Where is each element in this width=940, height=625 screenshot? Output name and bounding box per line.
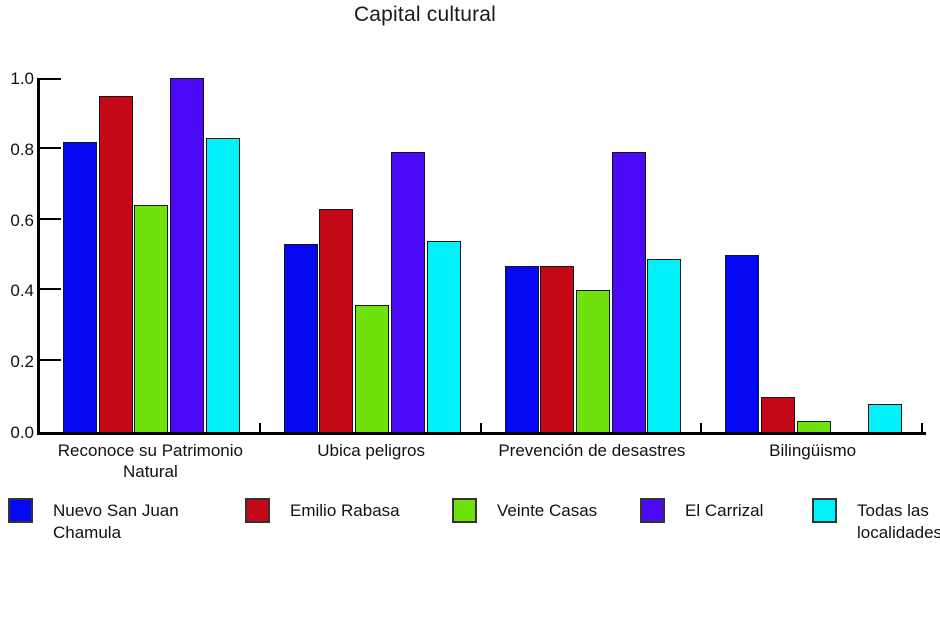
legend-swatch	[245, 498, 270, 523]
bar	[540, 266, 574, 432]
bar	[647, 259, 681, 432]
legend: Nuevo San Juan Chamula Emilio Rabasa Veint…	[0, 498, 940, 568]
legend-item: Todas las localidades	[812, 498, 940, 544]
y-tick-label: 0.6	[10, 210, 34, 230]
y-tick	[40, 217, 61, 220]
group-separator-tick	[259, 423, 261, 432]
x-axis-label-text: Bilingüismo	[769, 441, 857, 460]
bar	[576, 290, 610, 432]
bar	[797, 421, 831, 432]
x-axis-label-text: Ubica peligros	[317, 441, 425, 460]
legend-item: Nuevo San Juan Chamula	[8, 498, 203, 544]
bar	[99, 96, 133, 432]
x-axis-label: Ubica peligros	[261, 440, 482, 483]
group-separator-tick	[700, 423, 702, 432]
chart-title: Capital cultural	[353, 3, 497, 26]
x-axis-label: Bilingüismo	[702, 440, 923, 483]
legend-label: Todas las localidades	[857, 501, 940, 543]
bar	[761, 397, 795, 432]
plot-area: 0.0 0.2 0.4 0.6 0.8 1.0	[10, 69, 926, 442]
y-tick-label: 1.0	[10, 69, 34, 88]
group-separator-tick	[921, 423, 923, 432]
y-tick	[40, 359, 61, 362]
x-axis-label-text: Reconoce su Patrimonio Natural	[57, 441, 243, 482]
bar	[284, 244, 318, 432]
bar	[725, 255, 759, 432]
x-axis-label-text: Prevención de desastres	[498, 441, 686, 460]
bar	[63, 142, 97, 432]
bar	[134, 205, 168, 432]
bar	[391, 152, 425, 432]
y-tick	[40, 288, 61, 291]
legend-swatch	[640, 498, 665, 523]
y-tick	[40, 146, 61, 149]
group-separator-tick	[480, 423, 482, 432]
x-axis-label: Reconoce su Patrimonio Natural	[40, 440, 261, 483]
bar	[612, 152, 646, 432]
legend-swatch	[8, 498, 33, 523]
y-axis-line	[37, 78, 40, 435]
legend-item: Veinte Casas	[452, 498, 597, 523]
bar	[206, 138, 240, 432]
legend-label: Nuevo San Juan Chamula	[53, 501, 179, 543]
legend-item: Emilio Rabasa	[245, 498, 400, 523]
legend-label: Emilio Rabasa	[290, 501, 400, 520]
x-axis-line	[37, 432, 926, 435]
bar	[505, 266, 539, 432]
bar	[170, 78, 204, 432]
y-tick	[40, 78, 61, 80]
legend-swatch	[812, 498, 837, 523]
y-tick-label: 0.2	[10, 352, 34, 372]
y-tick-label: 0.0	[10, 423, 34, 442]
bar	[319, 209, 353, 432]
legend-swatch	[452, 498, 477, 523]
bar	[427, 241, 461, 432]
y-tick-label: 0.4	[10, 281, 34, 301]
y-tick-label: 0.8	[10, 139, 34, 159]
legend-item: El Carrizal	[640, 498, 763, 523]
x-axis-label: Prevención de desastres	[482, 440, 703, 483]
legend-label: El Carrizal	[685, 501, 764, 520]
bar	[355, 305, 389, 432]
legend-label: Veinte Casas	[497, 501, 598, 520]
x-axis-labels: Reconoce su Patrimonio Natural Ubica peli…	[40, 440, 923, 483]
bar	[868, 404, 902, 432]
